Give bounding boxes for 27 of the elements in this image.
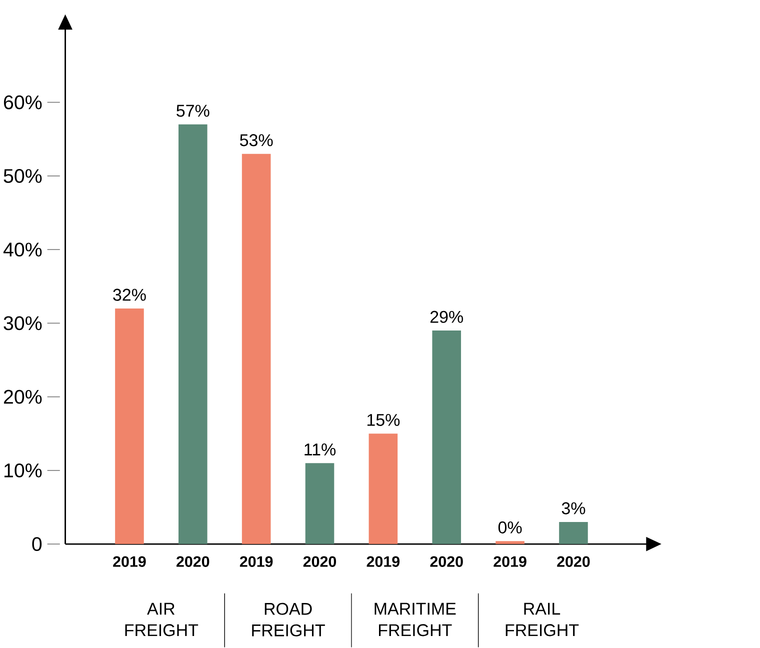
series-label: 2019 (494, 556, 526, 568)
data-label: 53% (240, 134, 273, 146)
data-label: 29% (430, 311, 464, 324)
data-label: 15% (367, 414, 400, 426)
series-label: 2020 (430, 556, 463, 568)
x-tick-label: MARITIME FREIGHT (374, 603, 456, 636)
data-label: 11% (304, 444, 336, 456)
x-tick-label: RAIL FREIGHT (506, 603, 579, 636)
data-label: 57% (176, 104, 210, 117)
x-tick-label: AIR FREIGHT (125, 603, 198, 636)
y-tick-label: 10% (4, 464, 42, 478)
y-tick-label: 40% (3, 242, 42, 257)
text: 2020 (303, 556, 336, 568)
data-label: 32% (113, 288, 146, 301)
data-label: 0% (498, 522, 522, 534)
text: 2019 (366, 556, 400, 568)
text: 2019 (240, 556, 273, 568)
text: 2020 (557, 556, 590, 568)
x-tick-label: ROAD FREIGHT (252, 603, 325, 637)
text: 2019 (113, 556, 146, 568)
y-tick-label: 30% (4, 316, 42, 330)
text: 2020 (176, 556, 210, 568)
data-label: 3% (562, 502, 586, 514)
y-tick-label: 50% (4, 169, 42, 184)
y-tick-label: 60% (4, 96, 42, 110)
y-tick-label: 20% (4, 390, 42, 404)
y-tick-label: 0 (32, 537, 42, 552)
